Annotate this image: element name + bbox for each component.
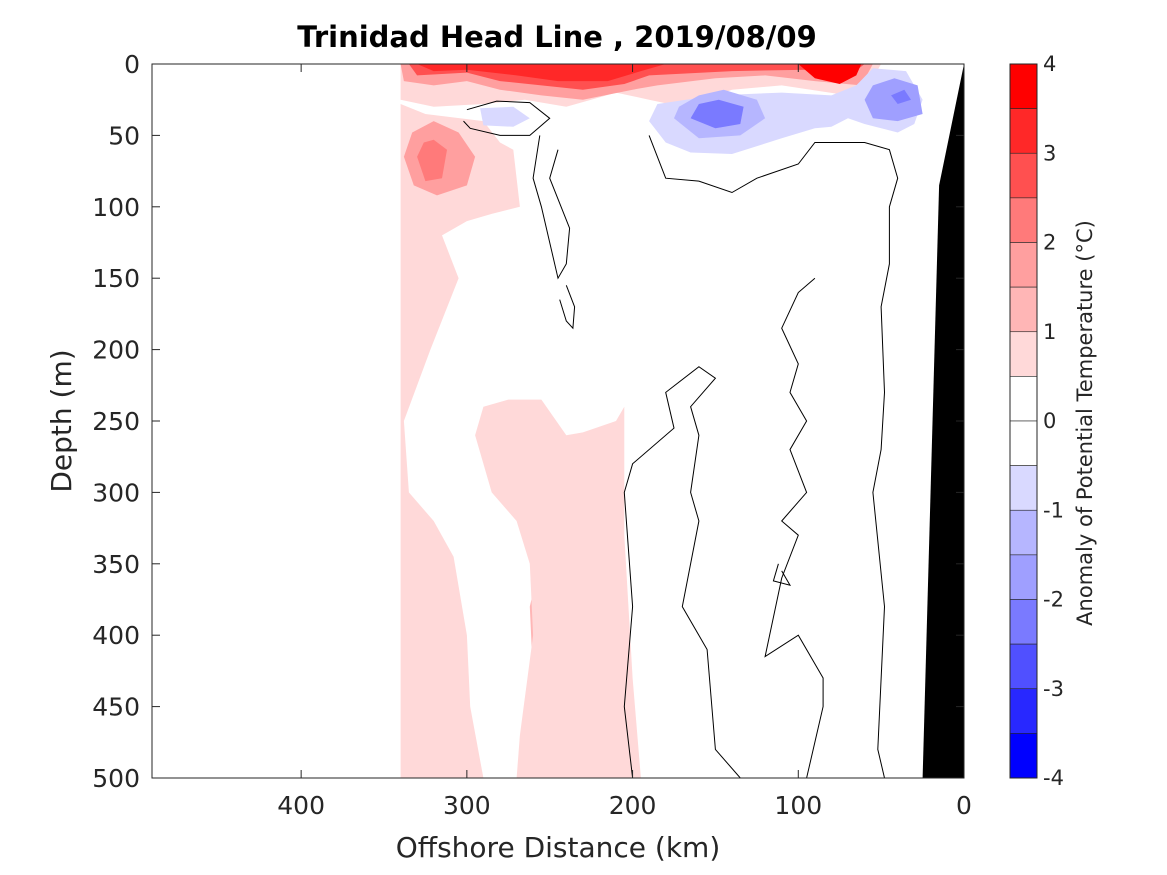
colorbar-tick-label: 4	[1043, 52, 1056, 76]
x-tick-label: 100	[774, 791, 822, 820]
y-tick-label: 150	[92, 264, 140, 293]
zero-contour-7	[764, 277, 824, 778]
colorbar-tick-label: 1	[1043, 320, 1056, 344]
seafloor-bathymetry	[922, 64, 964, 778]
anomaly-region-warm-surface-d	[417, 64, 666, 82]
colorbar-swatch	[1009, 197, 1038, 243]
colorbar-frame	[1009, 63, 1038, 779]
colorbar-swatch	[1009, 465, 1038, 511]
anomaly-fill-layer	[400, 64, 923, 778]
colorbar-swatch	[1009, 242, 1038, 288]
zero-contour-5	[623, 366, 741, 778]
zero-contour-3	[559, 285, 576, 330]
colorbar-swatch	[1009, 554, 1038, 600]
colorbar-swatch	[1009, 420, 1038, 466]
y-axis: 0 50 100 150 200 250 300 350 400 450 500	[92, 50, 964, 793]
colorbar-swatch	[1009, 63, 1038, 109]
x-axis: 400 300 200 100 0	[277, 64, 972, 820]
anomaly-region-warm-surface-e	[798, 64, 862, 84]
colorbar-swatch	[1009, 599, 1038, 645]
anomaly-region-warm-band-offshore	[400, 104, 520, 778]
y-tick-label: 300	[92, 478, 140, 507]
chart-title: Trinidad Head Line , 2019/08/09	[297, 20, 817, 54]
y-tick-label: 350	[92, 550, 140, 579]
colorbar-swatch	[1009, 688, 1038, 734]
y-tick-label: 50	[108, 121, 140, 150]
colorbar-tick-label: 3	[1043, 141, 1056, 165]
zero-contour-6	[772, 563, 792, 586]
y-tick-label: 450	[92, 693, 140, 722]
colorbar-tick-label: 0	[1043, 409, 1056, 433]
anomaly-region-cool-patch-f	[480, 106, 530, 127]
anomaly-region-cool-patch-d	[864, 78, 923, 122]
colorbar-tick-label: -4	[1043, 766, 1064, 790]
colorbar-label: Anomaly of Potential Temperature (°C)	[1073, 220, 1097, 626]
seafloor-layer	[922, 64, 964, 778]
y-tick-label: 100	[92, 193, 140, 222]
x-tick-label: 300	[443, 791, 491, 820]
zero-contour-2	[532, 135, 571, 280]
colorbar-swatch	[1009, 286, 1038, 333]
anomaly-region-cool-patch-e	[891, 89, 911, 104]
x-axis-label: Offshore Distance (km)	[396, 831, 721, 864]
colorbar-tick-label: -3	[1043, 677, 1064, 701]
colorbar-swatch	[1009, 509, 1038, 556]
anomaly-region-cool-patch-c	[690, 99, 744, 129]
colorbar-tick-label: -1	[1043, 498, 1064, 522]
colorbar-swatch	[1009, 152, 1038, 199]
y-tick-label: 200	[92, 336, 140, 365]
colorbar-tick-label: -2	[1043, 588, 1064, 612]
colorbar-tick-label: 2	[1043, 231, 1056, 255]
zero-contour-layer	[463, 100, 899, 778]
colorbar-swatch	[1009, 108, 1038, 154]
colorbar-swatch	[1009, 331, 1038, 377]
anomaly-region-warm-band-mid	[475, 399, 641, 778]
x-tick-label: 0	[956, 791, 972, 820]
colorbar-swatch	[1009, 376, 1038, 422]
y-tick-label: 400	[92, 621, 140, 650]
zero-contour-1	[463, 100, 551, 136]
y-axis-label: Depth (m)	[45, 349, 78, 492]
colorbar-swatch	[1009, 643, 1038, 690]
zero-contour-4	[648, 135, 899, 778]
anomaly-region-warm-patch-50m-core	[417, 139, 447, 182]
colorbar: 4 3 2 1 0 -1 -2 -3 -4	[1009, 52, 1064, 790]
colorbar-swatch	[1009, 733, 1038, 779]
y-tick-label: 0	[124, 50, 140, 79]
x-tick-label: 200	[609, 791, 657, 820]
x-tick-label: 400	[277, 791, 325, 820]
y-tick-label: 500	[92, 764, 140, 793]
y-tick-label: 250	[92, 407, 140, 436]
